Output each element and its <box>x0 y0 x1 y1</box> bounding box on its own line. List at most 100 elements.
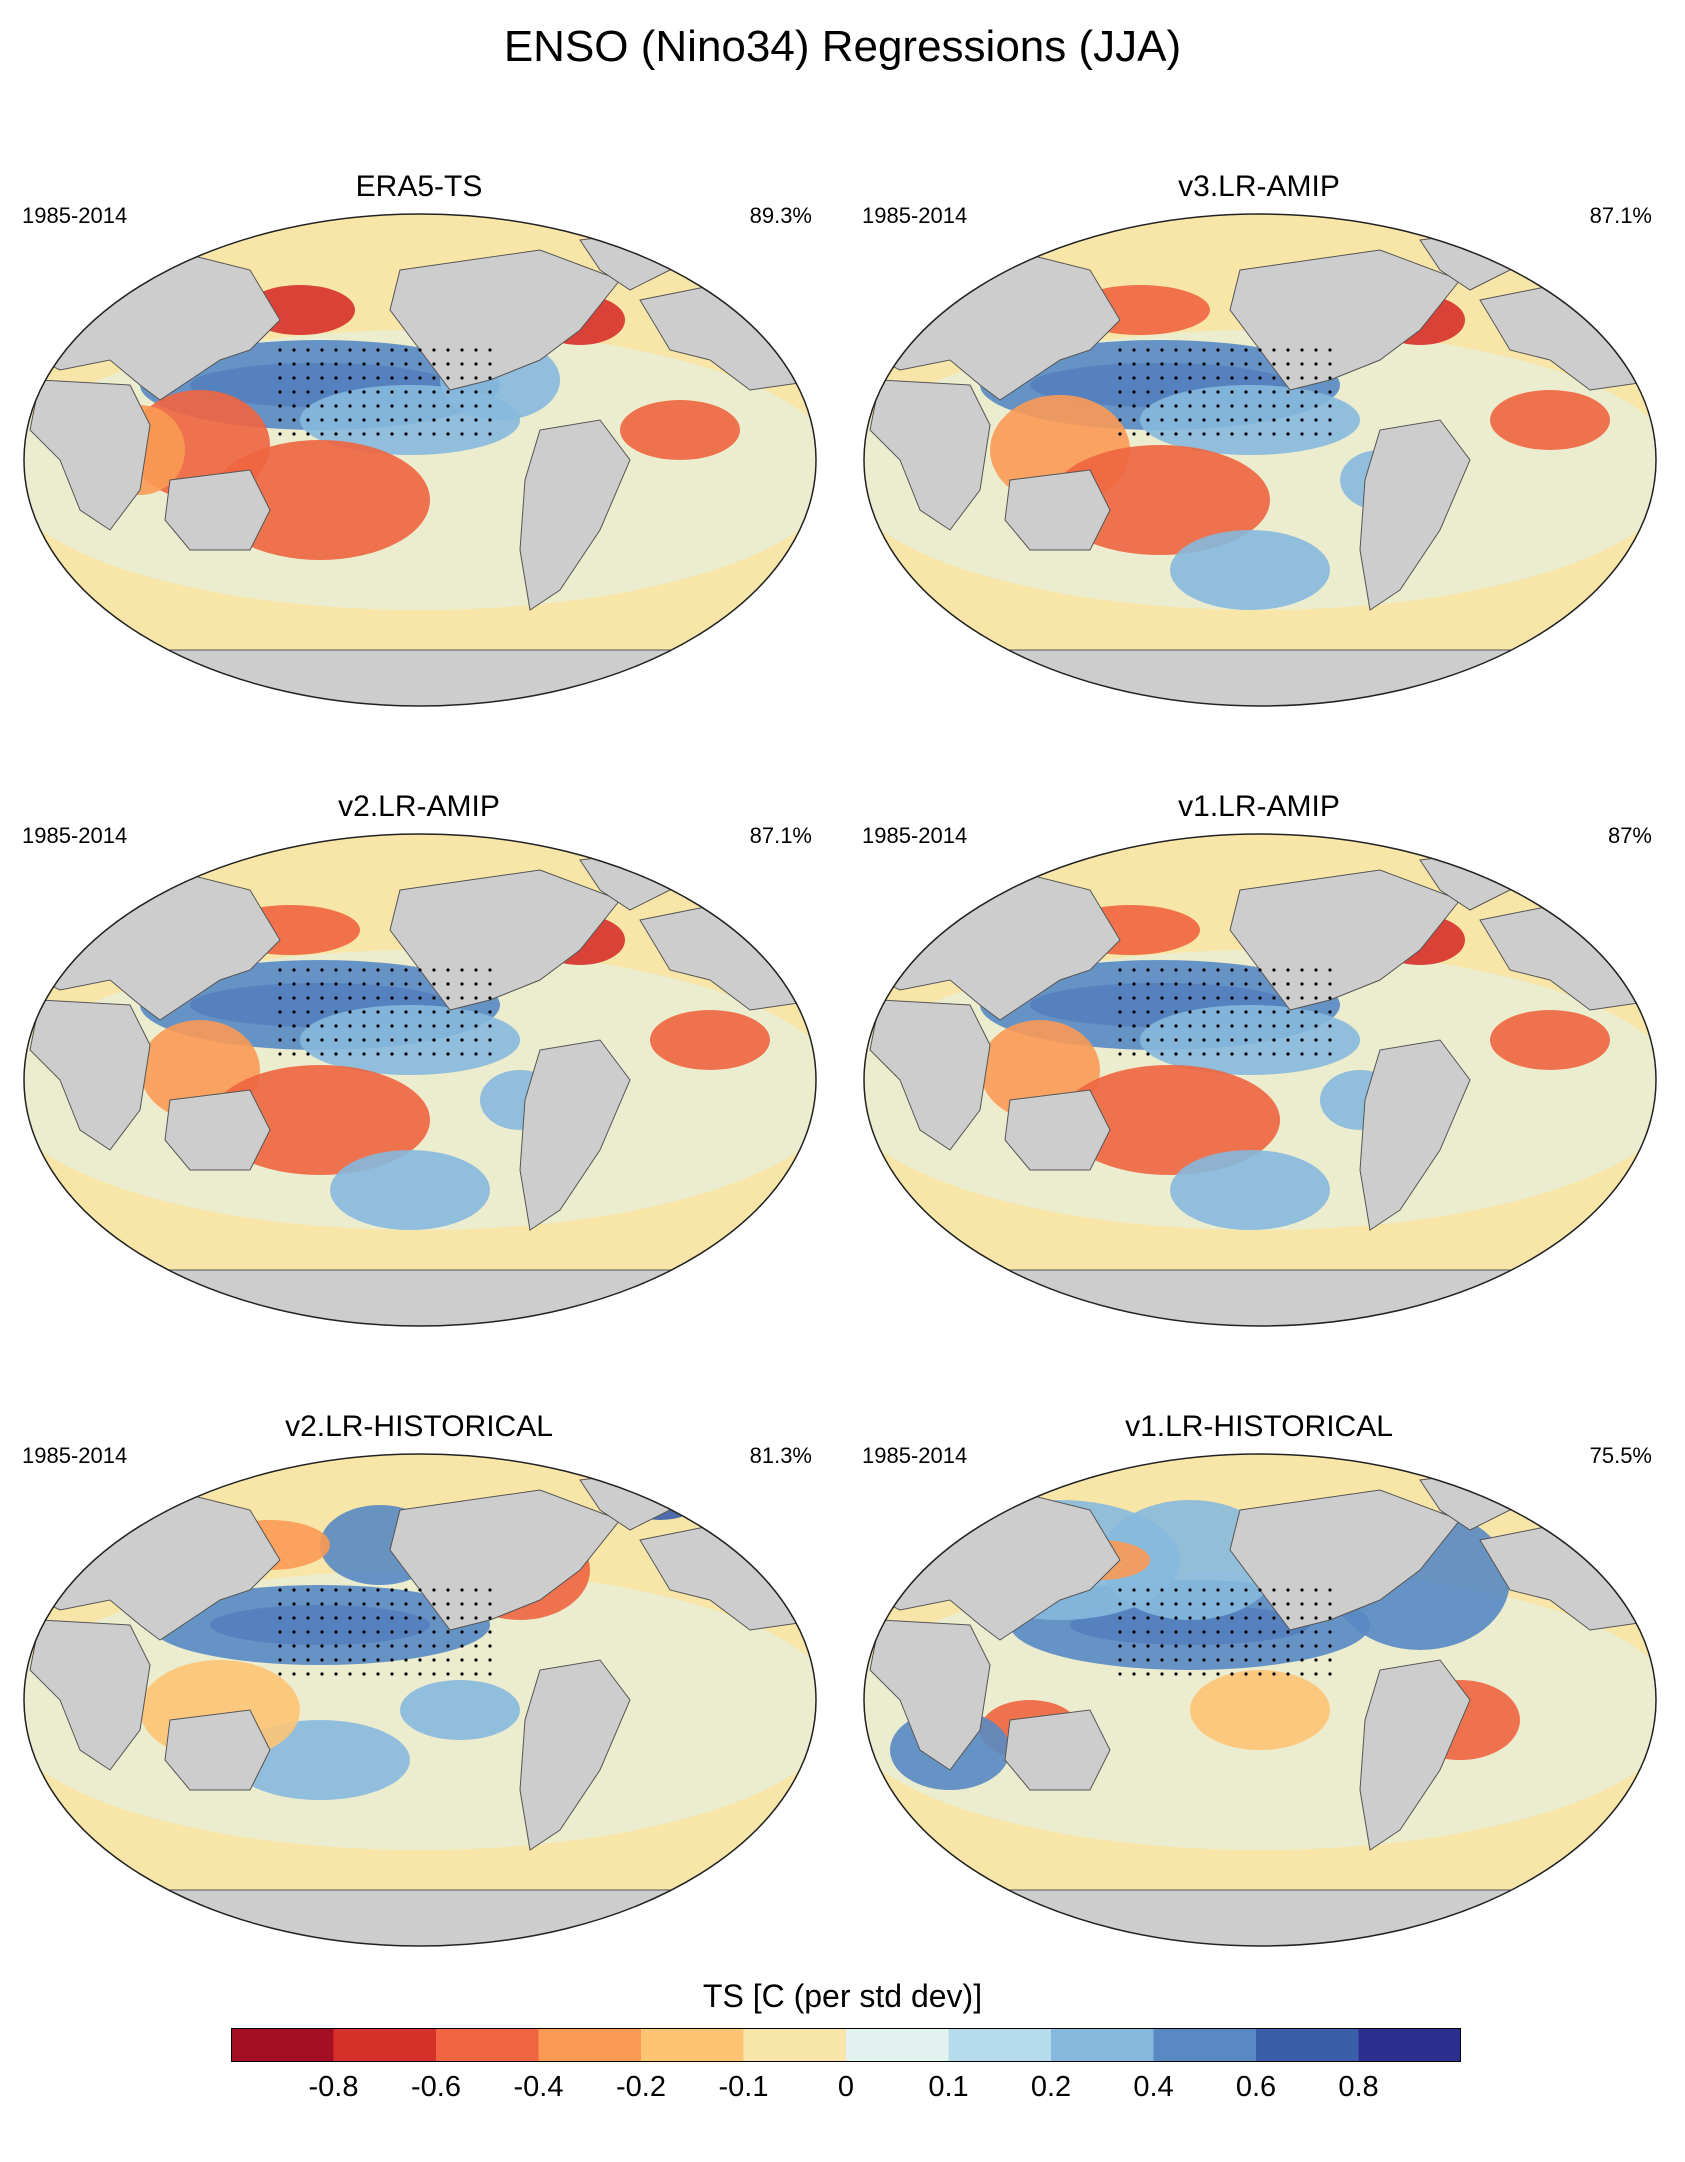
land-mass <box>389 1489 621 1631</box>
significance-dot <box>1314 996 1318 1000</box>
significance-dot <box>1328 418 1332 422</box>
panel-title: v3.LR-AMIP <box>1178 170 1340 203</box>
significance-dot <box>460 1644 464 1648</box>
significance-dot <box>1118 390 1122 394</box>
significance-dot <box>390 404 394 408</box>
land-mass <box>519 1659 631 1851</box>
significance-dot <box>404 1658 408 1662</box>
significance-dot <box>432 1010 436 1014</box>
significance-dot <box>348 1658 352 1662</box>
significance-dot <box>474 1658 478 1662</box>
significance-dot <box>1146 1038 1150 1042</box>
land-mass <box>864 649 1656 706</box>
significance-dot <box>320 996 324 1000</box>
significance-dot <box>1286 1024 1290 1028</box>
significance-dot <box>348 968 352 972</box>
significance-dot <box>1160 1644 1164 1648</box>
significance-dot <box>474 1602 478 1606</box>
significance-dot <box>1132 1010 1136 1014</box>
significance-dot <box>1258 1052 1262 1056</box>
significance-dot <box>390 982 394 986</box>
significance-dot <box>1202 996 1206 1000</box>
significance-dot <box>1230 404 1234 408</box>
significance-dot <box>488 432 492 436</box>
panel-v2-lr-historical: v2.LR-HISTORICAL 1985-2014 81.3% <box>4 1410 834 1970</box>
significance-dot <box>1146 982 1150 986</box>
significance-dot <box>292 1616 296 1620</box>
significance-dot <box>1118 1010 1122 1014</box>
significance-dot <box>334 418 338 422</box>
figure-title: ENSO (Nino34) Regressions (JJA) <box>503 22 1182 71</box>
significance-dot <box>1216 1024 1220 1028</box>
significance-dot <box>390 1602 394 1606</box>
significance-dot <box>446 1616 450 1620</box>
land-mass <box>29 379 151 531</box>
significance-dot <box>1174 1052 1178 1056</box>
significance-dot <box>1174 376 1178 380</box>
significance-dot <box>1216 432 1220 436</box>
land-mass <box>24 1889 816 1946</box>
significance-dot <box>1132 1672 1136 1676</box>
significance-dot <box>292 1588 296 1592</box>
significance-dot <box>446 390 450 394</box>
significance-dot <box>306 1658 310 1662</box>
significance-dot <box>488 996 492 1000</box>
significance-dot <box>376 362 380 366</box>
significance-dot <box>1230 1602 1234 1606</box>
significance-dot <box>1188 982 1192 986</box>
significance-dot <box>1314 418 1318 422</box>
significance-dot <box>432 1672 436 1676</box>
significance-dot <box>1202 1630 1206 1634</box>
significance-dot <box>1216 1588 1220 1592</box>
colorbar-tick-label: -0.8 <box>308 2071 359 2103</box>
land-mass <box>869 1619 991 1771</box>
significance-dot <box>418 1630 422 1634</box>
significance-dot <box>1202 348 1206 352</box>
significance-dot <box>404 348 408 352</box>
significance-dot <box>1314 1672 1318 1676</box>
significance-dot <box>334 348 338 352</box>
colorbar-bin <box>436 2028 539 2062</box>
significance-dot <box>1258 404 1262 408</box>
significance-dot <box>320 982 324 986</box>
map-border <box>23 213 817 707</box>
significance-dot <box>1146 390 1150 394</box>
significance-dot <box>278 1644 282 1648</box>
significance-dot <box>1300 432 1304 436</box>
significance-dot <box>1328 982 1332 986</box>
significance-dot <box>376 1038 380 1042</box>
significance-dot <box>1118 1630 1122 1634</box>
significance-dot <box>292 1052 296 1056</box>
significance-dot <box>1244 418 1248 422</box>
significance-dot <box>488 1052 492 1056</box>
colorbar-tick-label: -0.4 <box>513 2071 564 2103</box>
significance-dot <box>348 1630 352 1634</box>
significance-dot <box>1160 376 1164 380</box>
significance-dot <box>1286 996 1290 1000</box>
significance-dot <box>278 1602 282 1606</box>
significance-dot <box>1328 404 1332 408</box>
significance-dot <box>334 1658 338 1662</box>
significance-dot <box>418 348 422 352</box>
significance-dot <box>362 968 366 972</box>
significance-dot <box>1230 362 1234 366</box>
significance-dot <box>460 1658 464 1662</box>
significance-dot <box>1216 1644 1220 1648</box>
significance-dot <box>334 1630 338 1634</box>
significance-dot <box>348 348 352 352</box>
significance-dot <box>1146 362 1150 366</box>
significance-dot <box>390 1052 394 1056</box>
land-mass <box>869 379 991 531</box>
significance-dot <box>348 1052 352 1056</box>
significance-dot <box>278 1024 282 1028</box>
significance-dot <box>292 1038 296 1042</box>
significance-dot <box>418 418 422 422</box>
significance-dot <box>1132 1038 1136 1042</box>
significance-dot <box>1314 1616 1318 1620</box>
significance-dot <box>320 1602 324 1606</box>
significance-dot <box>1244 390 1248 394</box>
significance-dot <box>1174 1672 1178 1676</box>
significance-dot <box>1272 1010 1276 1014</box>
significance-dot <box>446 1038 450 1042</box>
significance-dot <box>334 1644 338 1648</box>
